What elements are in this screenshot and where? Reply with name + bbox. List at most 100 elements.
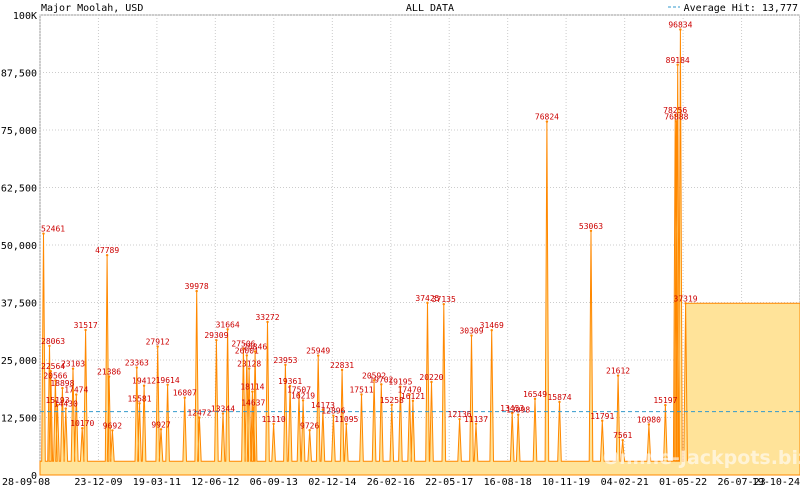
- data-point: [372, 379, 376, 382]
- data-point: [470, 334, 473, 337]
- data-point: [321, 408, 325, 412]
- data-label: 12472: [187, 409, 211, 418]
- data-label: 17474: [64, 386, 88, 395]
- data-point: [390, 403, 394, 407]
- data-point: [442, 302, 445, 306]
- x-tick-label: 02-12-14: [308, 477, 356, 488]
- y-tick-label: 50,000: [1, 241, 37, 252]
- data-point: [247, 367, 251, 370]
- data-label: 20566: [43, 371, 67, 380]
- data-point: [616, 374, 620, 377]
- data-label: 39978: [185, 282, 209, 291]
- x-tick-label: 04-02-21: [601, 477, 649, 488]
- data-label: 89184: [666, 56, 690, 65]
- data-label: 20220: [419, 373, 443, 382]
- data-label: 9726: [300, 421, 319, 430]
- data-point: [490, 329, 493, 332]
- x-tick-label: 22-05-17: [425, 477, 473, 488]
- data-point: [380, 383, 383, 386]
- data-label: 17507: [287, 385, 311, 394]
- data-label: 28063: [41, 337, 65, 346]
- x-tick-label: 12-06-12: [191, 477, 239, 488]
- data-label: 21612: [606, 367, 630, 376]
- data-point: [332, 414, 335, 417]
- data-label: 23363: [125, 359, 149, 368]
- data-point: [664, 403, 667, 407]
- data-point: [684, 302, 687, 305]
- data-point: [215, 338, 218, 342]
- legend-average-label: Average Hit: 13,777: [684, 3, 798, 14]
- data-label: 37425: [415, 294, 439, 303]
- data-label: 33272: [255, 313, 279, 322]
- data-label: 19614: [156, 376, 180, 385]
- data-label: 14173: [311, 401, 335, 410]
- data-point: [589, 229, 593, 233]
- data-label: 15581: [127, 394, 151, 403]
- data-label: 31517: [74, 321, 98, 330]
- data-point: [272, 422, 275, 426]
- data-point: [474, 422, 478, 425]
- y-axis-ticks: 100K 87,500 75,000 62,500 50,000 37,500 25,000…: [1, 11, 37, 482]
- data-point: [135, 366, 138, 369]
- y-tick-label: 87,500: [1, 69, 37, 80]
- data-label: 15197: [653, 396, 677, 405]
- data-point: [198, 416, 201, 419]
- data-label: 18114: [240, 383, 264, 392]
- data-label: 26846: [243, 343, 267, 352]
- data-label: 31469: [480, 321, 504, 330]
- data-label: 15193: [45, 396, 69, 405]
- data-label: 47789: [95, 246, 119, 255]
- data-point: [226, 328, 229, 331]
- data-point: [75, 393, 78, 396]
- data-label: 12136: [448, 410, 472, 419]
- data-label: 19702: [369, 375, 393, 384]
- data-point: [42, 232, 45, 235]
- data-point: [533, 397, 537, 401]
- data-label: 18898: [50, 379, 74, 388]
- data-label: 23953: [273, 356, 297, 365]
- watermark: Online-Jackpots.biz: [603, 447, 800, 469]
- data-label: 22564: [41, 362, 65, 371]
- data-label: 12896: [321, 407, 345, 416]
- data-label: 16549: [523, 390, 547, 399]
- data-point: [458, 417, 461, 421]
- data-label: 27506: [231, 339, 255, 348]
- data-label: 53063: [579, 222, 603, 231]
- x-tick-label: 01-05-22: [659, 477, 707, 488]
- data-point: [288, 384, 292, 388]
- y-tick-label: 62,500: [1, 184, 37, 195]
- data-label: 9927: [151, 420, 170, 429]
- chart-center-title: ALL DATA: [406, 3, 454, 14]
- x-tick-label: 19-10-24: [752, 477, 800, 488]
- y-tick-label: 37,500: [1, 299, 37, 310]
- data-label: 9692: [103, 421, 122, 430]
- x-tick-label: 26-02-16: [367, 477, 415, 488]
- data-point: [54, 379, 57, 382]
- data-point: [81, 427, 84, 430]
- data-label: 23128: [237, 360, 261, 369]
- data-point: [675, 120, 678, 123]
- data-point: [411, 399, 415, 403]
- data-label: 27912: [146, 338, 170, 347]
- data-label: 13098: [506, 406, 530, 415]
- data-label: 13453: [500, 404, 524, 413]
- data-point: [340, 368, 344, 372]
- data-point: [84, 328, 87, 332]
- data-label: 11095: [334, 415, 358, 424]
- data-point: [558, 400, 561, 404]
- data-label: 19361: [278, 377, 302, 386]
- data-label: 14430: [54, 400, 78, 409]
- data-point: [297, 393, 301, 396]
- data-label: 31664: [216, 320, 240, 329]
- data-point: [251, 390, 254, 393]
- y-tick-label: 75,000: [1, 126, 37, 137]
- data-point: [61, 386, 64, 390]
- data-label: 11791: [590, 412, 614, 421]
- data-point: [345, 422, 348, 426]
- data-point: [676, 63, 679, 66]
- data-point: [159, 428, 163, 431]
- data-label: 11110: [262, 415, 286, 424]
- data-point: [426, 301, 429, 305]
- data-label: 16807: [173, 389, 197, 398]
